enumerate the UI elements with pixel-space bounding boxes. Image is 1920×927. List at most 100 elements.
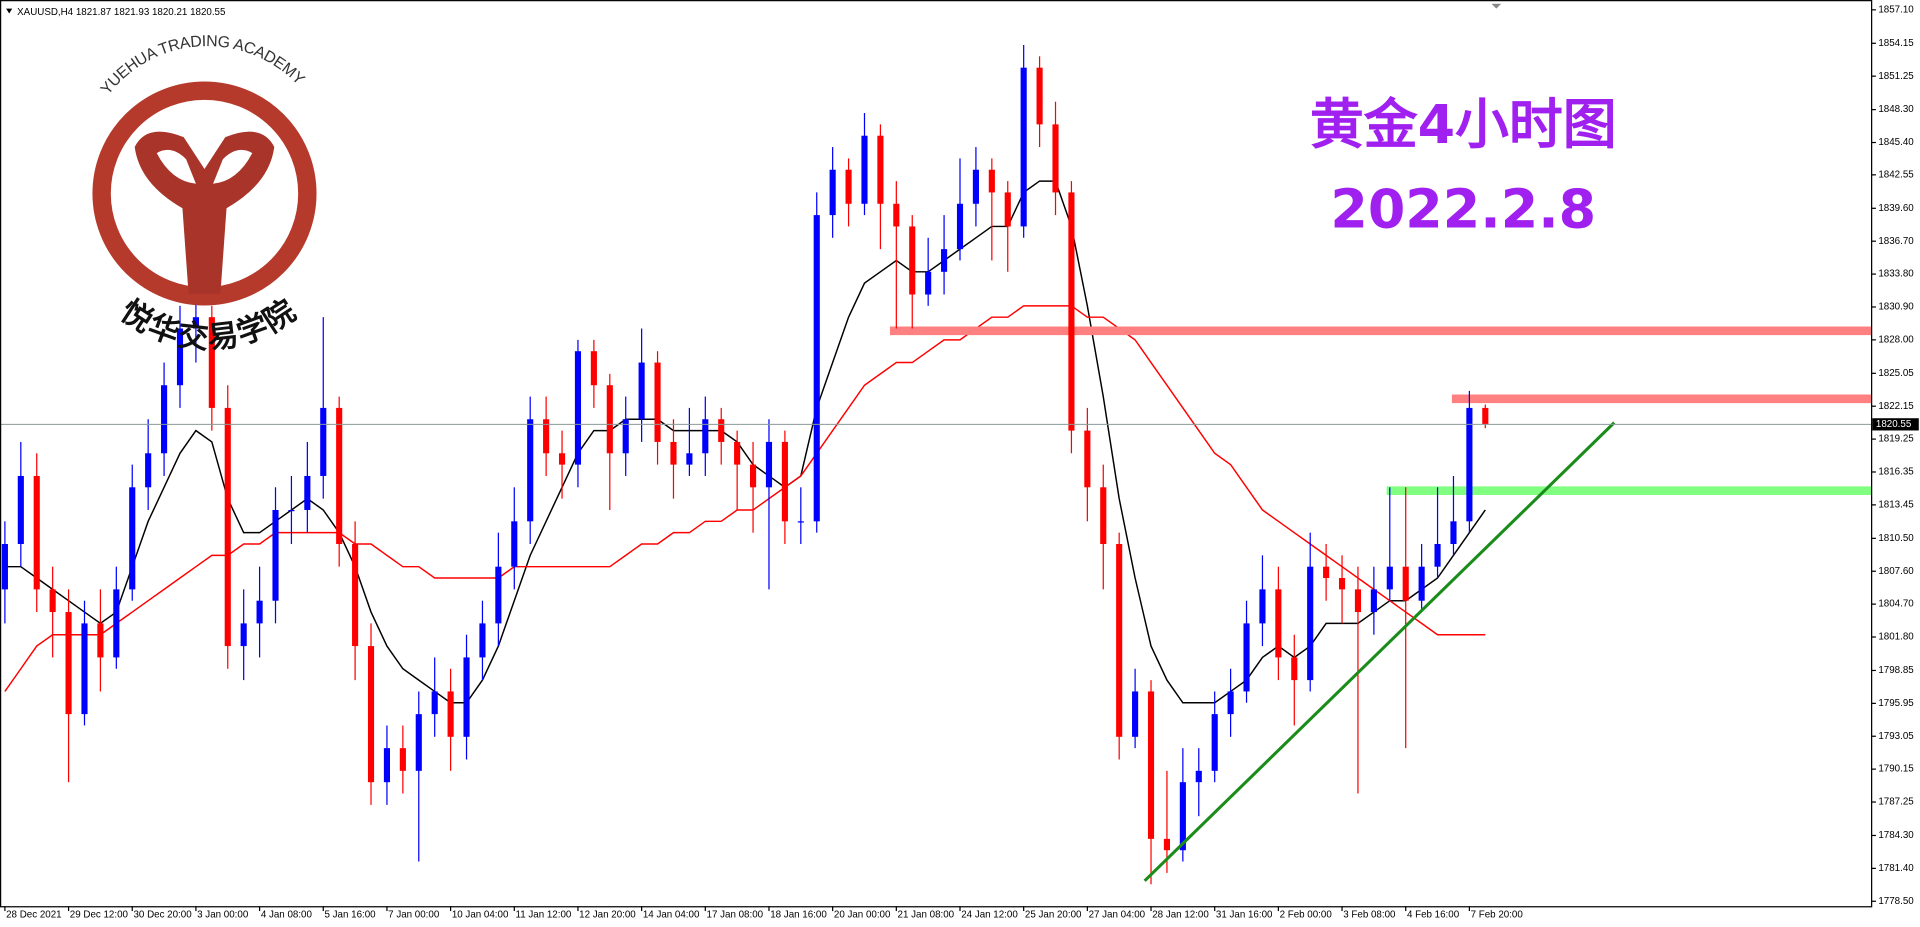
x-tick-label: 2 Feb 00:00 [1280,909,1333,920]
y-tick-label: 1819.25 [1878,434,1914,445]
candle-body [1179,782,1186,851]
candle-body [734,441,741,465]
candle-body [113,589,120,658]
candle-body [495,566,502,624]
candle-body [590,351,597,386]
x-tick-label: 11 Jan 12:00 [516,909,572,920]
x-tick-label: 12 Jan 20:00 [579,909,636,920]
y-tick-label: 1813.45 [1878,499,1914,510]
y-tick-label: 1790.15 [1878,764,1914,775]
y-tick-label: 1830.90 [1878,302,1914,313]
candle-body [574,351,582,465]
x-tick-label: 24 Jan 12:00 [961,909,1018,920]
candle-body [415,714,422,771]
candle-body [1004,192,1011,227]
candle-body [129,487,136,590]
y-tick-label: 1825.05 [1878,368,1914,379]
candle-body [1227,691,1234,715]
x-tick-label: 25 Jan 20:00 [1025,909,1082,920]
candle-body [972,169,979,204]
x-tick-label: 29 Dec 12:00 [70,909,129,920]
candle-body [336,407,343,545]
x-tick-label: 30 Dec 20:00 [133,909,192,920]
candle-body [145,453,152,488]
candle-body [65,612,72,715]
candle-body [1195,770,1202,783]
candle-body [33,475,40,590]
candle-body [654,362,661,442]
x-tick-label: 4 Feb 16:00 [1407,909,1460,920]
candle-body [1052,124,1059,193]
y-tick-label: 1822.15 [1878,401,1914,412]
candle-body [622,419,629,454]
candle-body [1020,67,1027,227]
x-tick-label: 3 Feb 08:00 [1343,909,1396,920]
candle-body [941,249,948,272]
y-tick-label: 1816.35 [1878,467,1914,478]
last-price-label: 1820.55 [1876,419,1912,430]
y-tick-label: 1804.70 [1878,599,1914,610]
candle-body [877,135,884,204]
candle-body [1354,589,1362,613]
symbol-header: XAUUSD,H4 1821.87 1821.93 1820.21 1820.5… [17,7,226,18]
candle-body [17,475,24,545]
candle-body [176,328,184,386]
candle-body [208,317,215,408]
y-tick-label: 1810.50 [1878,533,1914,544]
y-tick-label: 1839.60 [1878,203,1914,214]
candle-body [511,521,518,567]
candle-body [383,748,390,783]
plot-area [0,44,1872,885]
y-tick-label: 1787.25 [1878,797,1914,808]
candle-body [797,521,804,523]
candle-body [813,215,820,522]
candle-body [1323,566,1330,579]
candle-body [1259,589,1266,624]
x-tick-label: 28 Jan 12:00 [1152,909,1209,920]
candle-body [829,169,836,216]
x-tick-label: 3 Jan 00:00 [197,909,249,920]
candle-body [81,623,88,715]
candle-body [192,317,199,329]
candle-body [1307,566,1314,681]
scroll-marker [1491,3,1502,9]
y-tick-label: 1781.40 [1878,863,1914,874]
candle-body [224,407,231,647]
candle-body [1116,544,1123,737]
candle-body [49,589,56,613]
menu-icon [6,8,13,14]
last-price-box [1872,418,1919,431]
candle-body [893,203,900,227]
x-tick-label: 5 Jan 16:00 [324,909,376,920]
logo-emblem [134,131,275,294]
x-tick-label: 21 Jan 08:00 [898,909,955,920]
x-tick-label: 27 Jan 04:00 [1089,909,1146,920]
y-tick-label: 1854.15 [1878,38,1914,49]
logo-ring [92,81,317,306]
candle-body [1,544,8,590]
candle-body [718,419,725,442]
candle-body [925,271,932,295]
candle-body [702,419,709,454]
candle-body [1450,521,1457,545]
candle-body [686,453,693,465]
candle-body [1275,589,1282,658]
candle-body [447,691,454,737]
candle-body [304,475,311,510]
x-tick-label: 18 Jan 16:00 [770,909,827,920]
candle-body [558,453,566,465]
candle-body [670,441,677,465]
candle-body [1084,430,1091,488]
candle-body [781,441,788,522]
moving-average [4,305,1486,692]
candle-body [161,385,168,454]
y-tick-label: 1828.00 [1878,334,1914,345]
moving-average [4,180,1486,704]
candle-body [1466,407,1473,522]
candle-body [1434,544,1441,567]
y-tick-label: 1784.30 [1878,830,1914,841]
candle-body [1418,566,1425,601]
logo-emblem-inner [156,149,253,184]
candle-body [988,169,995,193]
